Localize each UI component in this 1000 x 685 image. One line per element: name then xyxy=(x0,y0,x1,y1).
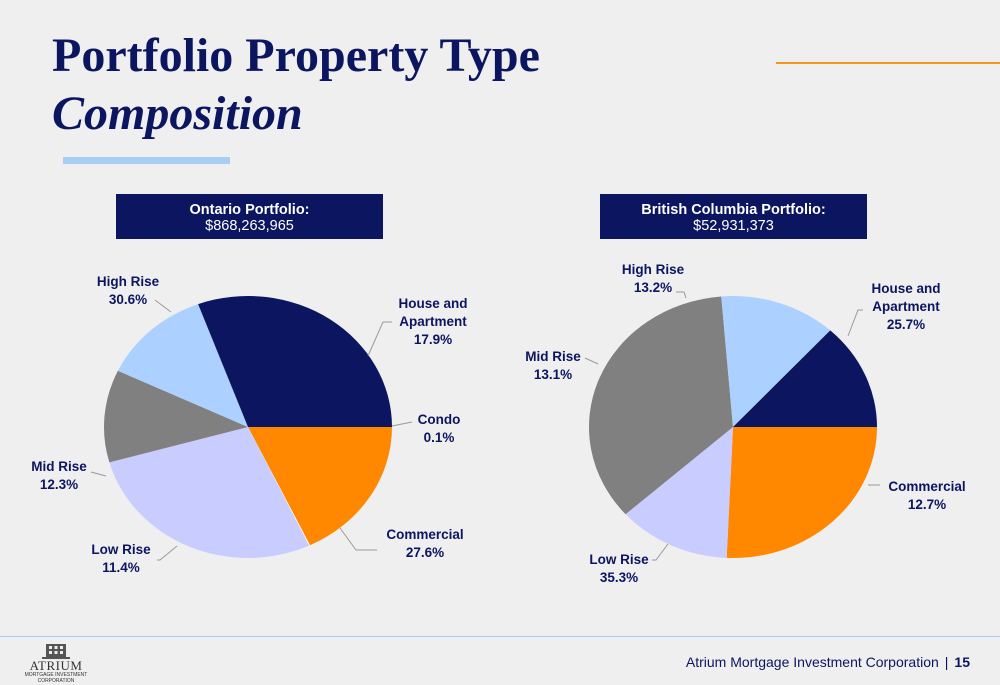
footer-caption: Atrium Mortgage Investment Corporation | 1… xyxy=(686,654,970,670)
ontario-portfolio-value: $868,263,965 xyxy=(205,218,294,234)
ontario-label-condo: Condo 0.1% xyxy=(418,412,461,445)
orange-accent-rule xyxy=(776,62,1000,64)
ontario-label-high-rise: High Rise 30.6% xyxy=(97,274,160,307)
company-name: Atrium Mortgage Investment Corporation xyxy=(685,654,939,670)
ontario-slice-condo xyxy=(248,427,310,546)
ontario-leader-line xyxy=(157,545,178,561)
blue-accent-rule xyxy=(63,157,230,164)
ontario-portfolio-header: Ontario Portfolio: $868,263,965 xyxy=(116,194,383,239)
bc-label-low-rise: Low Rise 35.3% xyxy=(589,552,649,585)
bc-slice-low-rise xyxy=(588,296,733,515)
ontario-label-commercial: Commercial 27.6% xyxy=(386,527,463,560)
ontario-label-mid-rise: Mid Rise 12.3% xyxy=(31,459,87,492)
ontario-slice-house-and-apartment xyxy=(248,427,392,546)
bc-slice-high-rise xyxy=(733,330,877,427)
bc-portfolio-header: British Columbia Portfolio: $52,931,373 xyxy=(600,194,867,239)
ontario-leader-line xyxy=(339,527,377,551)
bc-pie xyxy=(588,296,877,558)
logo-subtext: MORTGAGE INVESTMENT CORPORATION xyxy=(24,672,88,684)
ontario-slice-mid-rise xyxy=(117,304,249,427)
footer-separator: | xyxy=(944,654,949,670)
ontario-pie xyxy=(104,295,392,559)
bc-leader-line xyxy=(584,357,599,365)
ontario-label-low-rise: Low Rise 11.4% xyxy=(91,542,151,575)
bc-leader-line xyxy=(652,543,669,561)
bc-slice-house-and-apartment xyxy=(726,427,877,558)
ontario-slice-commercial xyxy=(109,427,310,559)
ontario-leader-line xyxy=(367,321,392,357)
bc-portfolio-value: $52,931,373 xyxy=(693,218,774,234)
page-subtitle: Composition xyxy=(52,87,303,140)
ontario-leader-line xyxy=(90,471,107,477)
bc-slice-mid-rise xyxy=(721,296,831,427)
bc-label-mid-rise: Mid Rise 13.1% xyxy=(525,349,581,382)
bc-leader-line xyxy=(676,291,687,299)
footer-divider xyxy=(0,636,1000,637)
bc-slice-commercial xyxy=(625,427,733,558)
ontario-slice-high-rise xyxy=(198,295,392,427)
bc-portfolio-title: British Columbia Portfolio: xyxy=(641,202,826,218)
bc-leader-line xyxy=(847,309,863,337)
bc-label-high-rise: High Rise 13.2% xyxy=(622,262,685,295)
bc-label-house-and-apartment: House and Apartment 25.7% xyxy=(871,281,940,332)
ontario-slice-low-rise xyxy=(104,370,248,463)
ontario-leader-line xyxy=(391,421,413,427)
logo-wordmark: ATRIUM xyxy=(29,658,83,673)
ontario-label-house-and-apartment: House and Apartment 17.9% xyxy=(398,296,467,347)
ontario-portfolio-title: Ontario Portfolio: xyxy=(189,202,310,218)
building-icon xyxy=(42,644,70,659)
ontario-leader-line xyxy=(154,299,172,313)
page-number: 15 xyxy=(954,654,970,670)
slice-labels: House and Apartment 17.9% Condo 0.1% Commerci… xyxy=(31,262,965,585)
bc-label-commercial: Commercial 12.7% xyxy=(888,479,965,512)
atrium-logo: ATRIUM MORTGAGE INVESTMENT CORPORATION xyxy=(20,640,92,684)
page-title: Portfolio Property Type xyxy=(52,29,540,82)
